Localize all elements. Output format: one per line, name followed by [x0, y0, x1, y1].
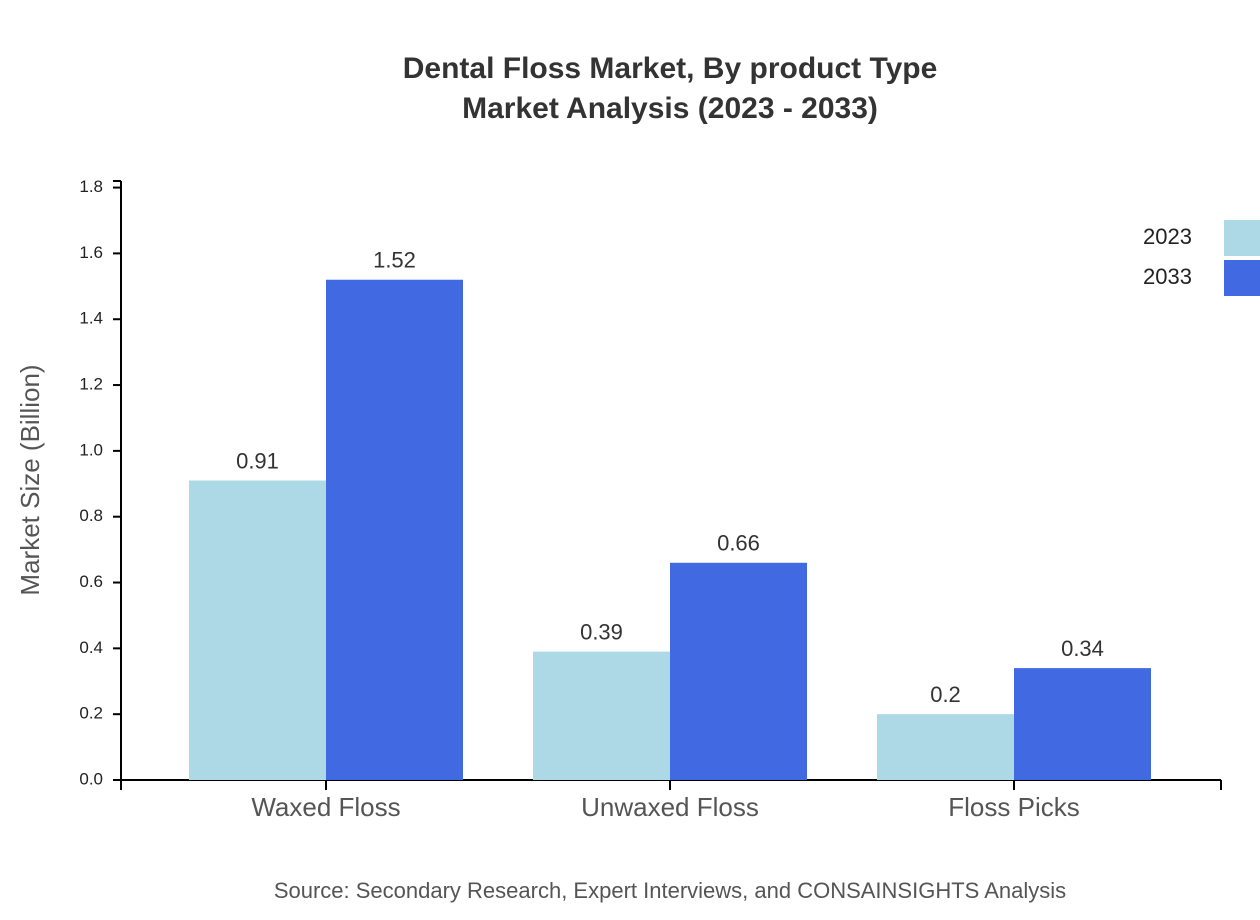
- data-label: 0.39: [580, 619, 623, 644]
- x-tick-label: Unwaxed Floss: [581, 792, 759, 822]
- y-tick-label: 0.0: [79, 769, 103, 788]
- data-label: 0.34: [1061, 636, 1104, 661]
- y-tick-label: 0.4: [79, 638, 103, 657]
- bar: [533, 651, 670, 780]
- legend-label: 2033: [1143, 264, 1192, 289]
- y-tick-label: 1.8: [79, 177, 103, 196]
- bar: [1014, 668, 1151, 780]
- data-label: 0.2: [930, 682, 961, 707]
- x-tick-label: Floss Picks: [948, 792, 1079, 822]
- chart-title: Dental Floss Market, By product Type: [403, 52, 938, 85]
- y-tick-label: 0.2: [79, 704, 103, 723]
- x-tick-label: Waxed Floss: [251, 792, 400, 822]
- legend-label: 2023: [1143, 224, 1192, 249]
- y-tick-label: 1.4: [79, 309, 103, 328]
- bar: [189, 480, 326, 780]
- legend-swatch: [1224, 220, 1260, 256]
- y-axis-title: Market Size (Billion): [15, 364, 45, 595]
- chart-title: Market Analysis (2023 - 2033): [462, 92, 878, 125]
- legend-swatch: [1224, 260, 1260, 296]
- y-tick-label: 1.6: [79, 243, 103, 262]
- y-tick-label: 0.6: [79, 572, 103, 591]
- y-tick-label: 1.0: [79, 440, 103, 459]
- data-label: 1.52: [373, 248, 416, 273]
- data-label: 0.66: [717, 531, 760, 556]
- bar: [877, 714, 1014, 780]
- y-tick-label: 0.8: [79, 506, 103, 525]
- bar: [326, 279, 463, 780]
- y-tick-label: 1.2: [79, 375, 103, 394]
- source-note: Source: Secondary Research, Expert Inter…: [274, 878, 1066, 903]
- data-label: 0.91: [236, 448, 279, 473]
- bar: [670, 562, 807, 780]
